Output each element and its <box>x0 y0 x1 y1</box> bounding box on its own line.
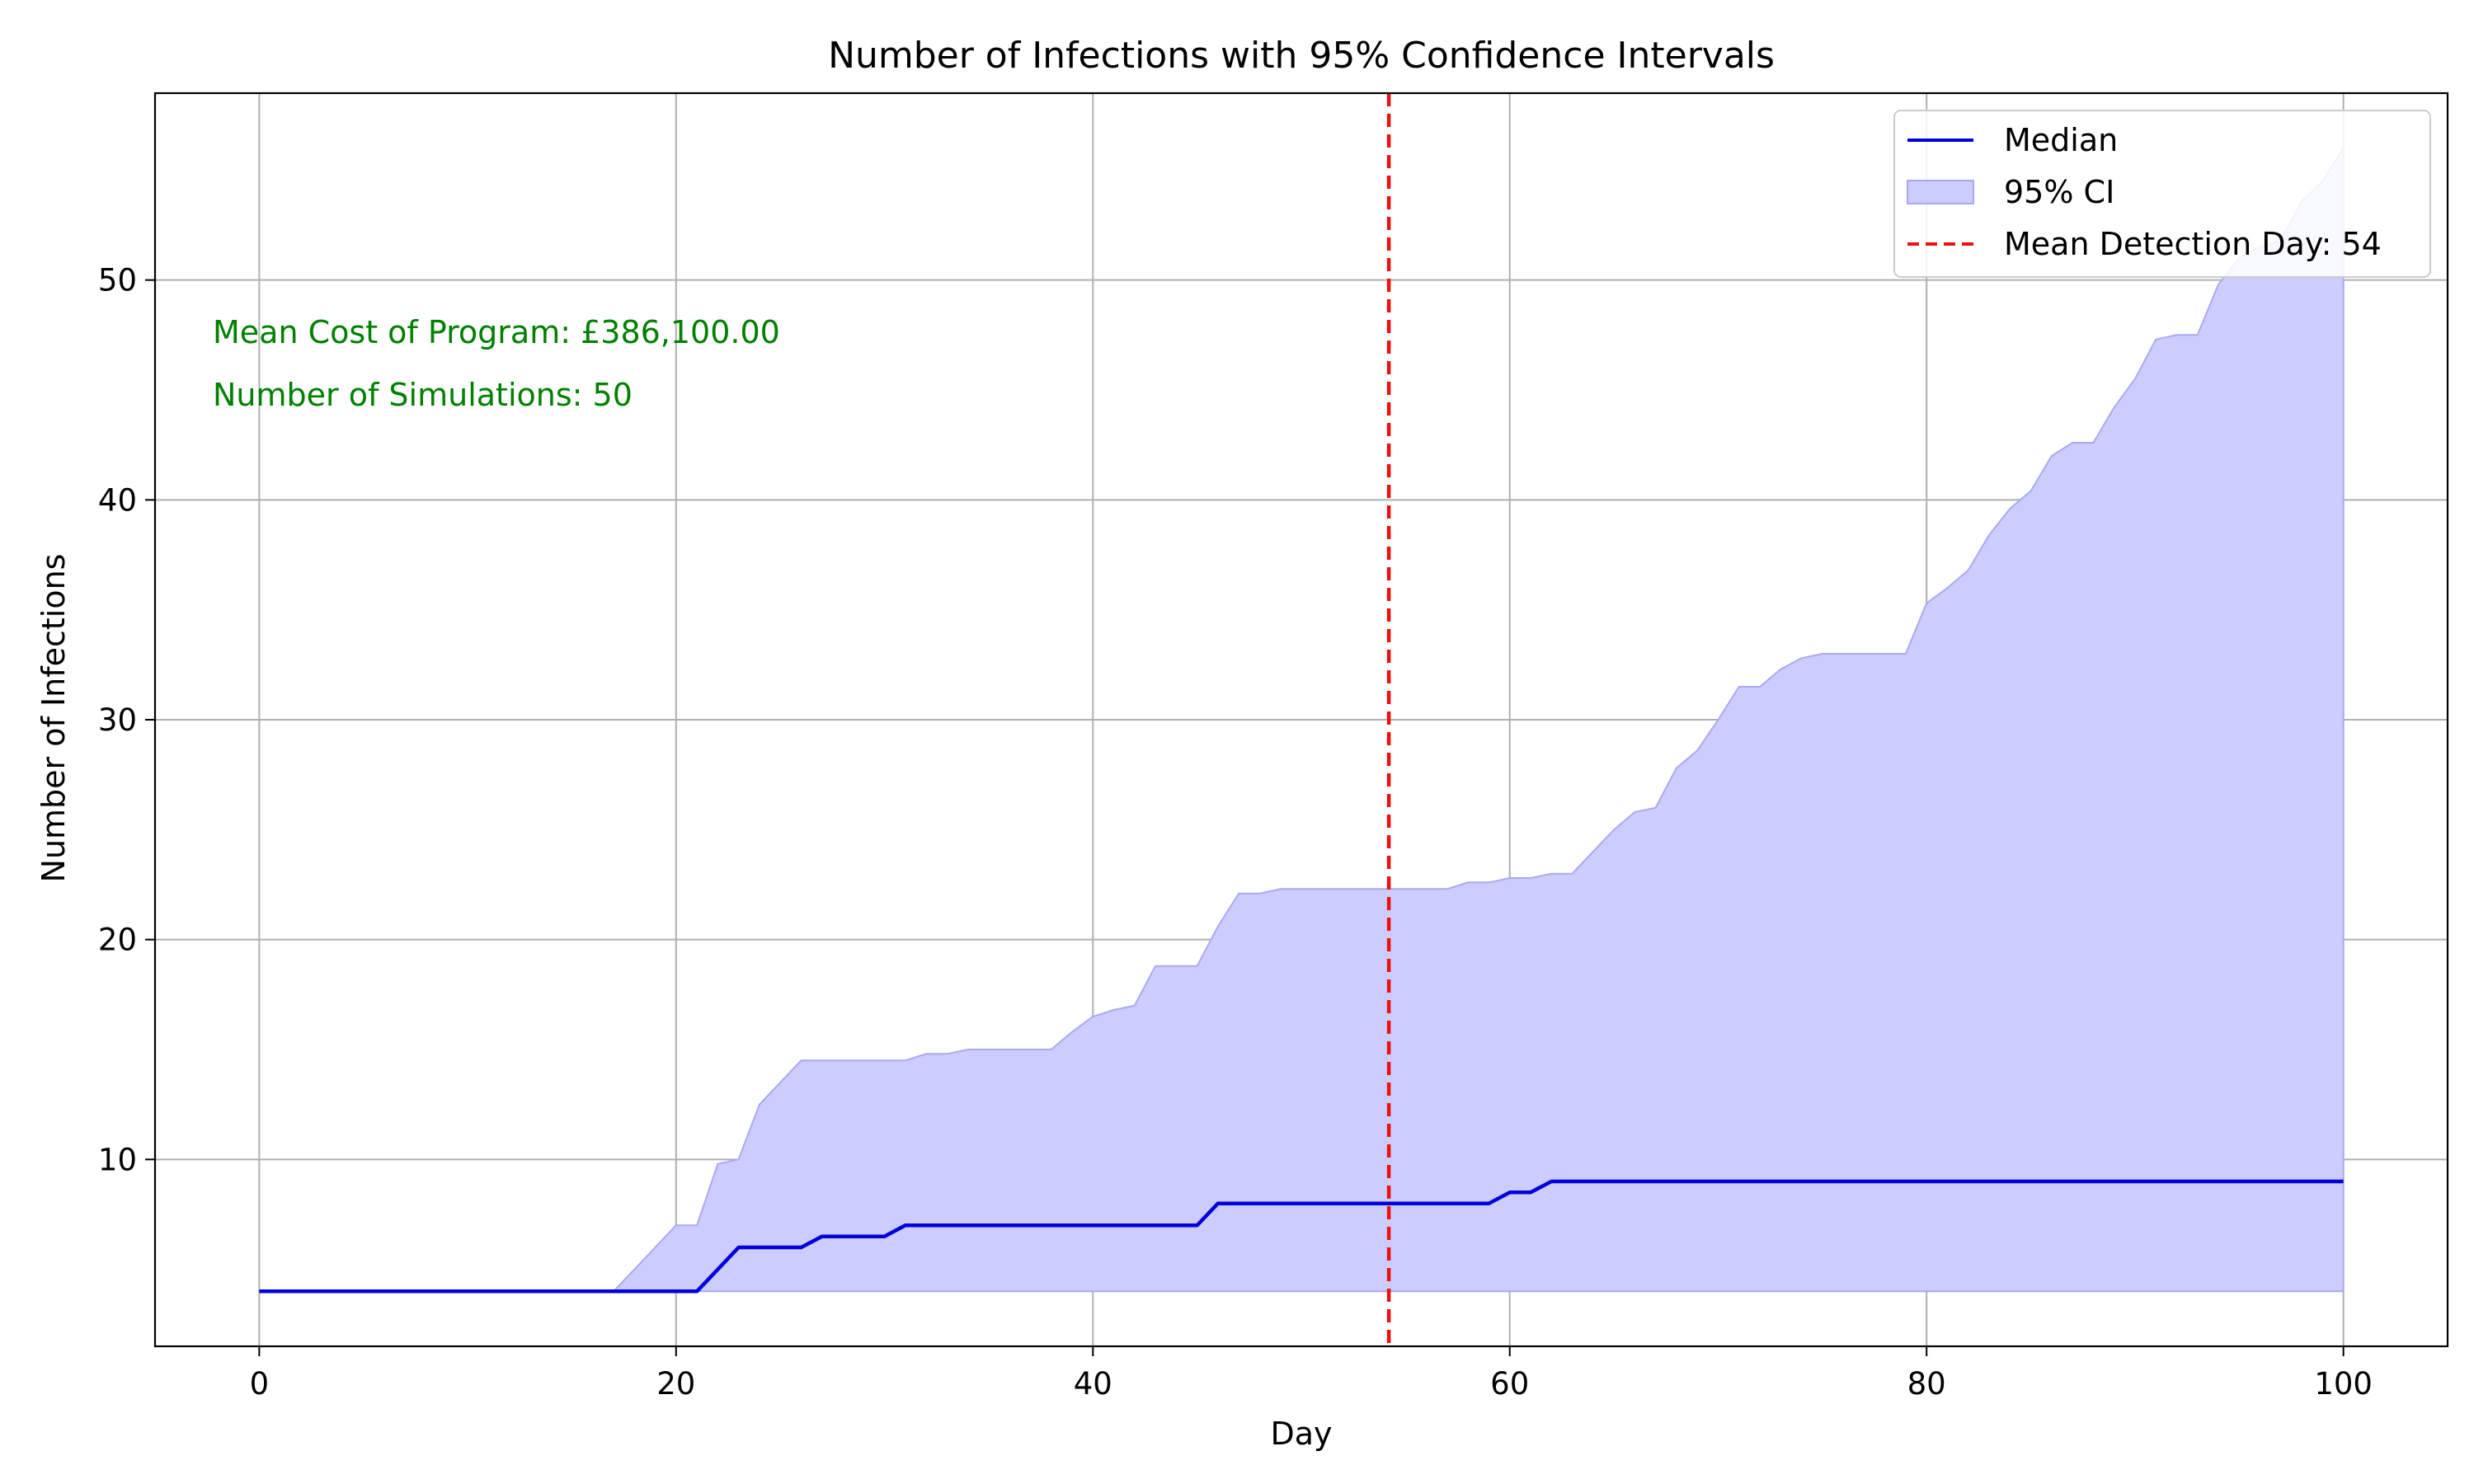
x-tick-label: 20 <box>656 1366 695 1402</box>
legend-detection-label: Mean Detection Day: 54 <box>2004 226 2382 262</box>
y-tick-label: 50 <box>98 263 137 298</box>
y-tick-label: 20 <box>98 923 137 958</box>
legend-median-label: Median <box>2004 122 2118 158</box>
median-line <box>259 1179 2344 1294</box>
confidence-band <box>259 145 2345 1293</box>
x-tick-label: 100 <box>2314 1366 2373 1402</box>
x-tick-label: 60 <box>1490 1366 1529 1402</box>
x-tick-label: 80 <box>1907 1366 1946 1402</box>
y-tick-label: 40 <box>98 482 137 518</box>
y-tick-label: 30 <box>98 702 137 738</box>
tick-layer: 0 20 40 60 80 100 10 20 30 40 50 <box>98 263 2373 1402</box>
legend-ci-label: 95% CI <box>2004 174 2114 210</box>
legend-box <box>1893 110 2431 278</box>
median-line-layer <box>259 1179 2344 1294</box>
legend: Median 95% CI Mean Detection Day: 54 <box>1893 110 2431 278</box>
x-tick-label: 0 <box>250 1366 270 1402</box>
legend-ci-swatch <box>1907 180 1974 204</box>
x-tick-label: 40 <box>1074 1366 1112 1402</box>
x-axis-label: Day <box>1270 1416 1332 1452</box>
annotation-cost: Mean Cost of Program: £386,100.00 <box>213 314 780 350</box>
confidence-band-layer <box>259 145 2345 1293</box>
annotation-simulations: Number of Simulations: 50 <box>213 377 633 413</box>
y-axis-label: Number of Infections <box>35 554 72 883</box>
chart-title: Number of Infections with 95% Confidence… <box>828 35 1775 77</box>
y-tick-label: 10 <box>98 1142 137 1177</box>
